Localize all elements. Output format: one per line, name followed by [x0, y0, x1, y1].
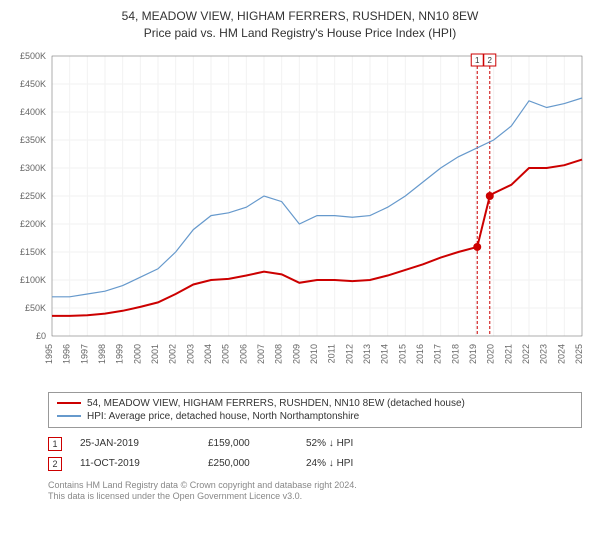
- title-line-2: Price paid vs. HM Land Registry's House …: [8, 25, 592, 42]
- svg-text:2020: 2020: [486, 344, 496, 364]
- svg-text:2003: 2003: [185, 344, 195, 364]
- annotation-date: 25-JAN-2019: [80, 438, 190, 449]
- legend-item: HPI: Average price, detached house, Nort…: [57, 410, 573, 423]
- svg-text:£500K: £500K: [20, 51, 46, 61]
- legend-item: 54, MEADOW VIEW, HIGHAM FERRERS, RUSHDEN…: [57, 397, 573, 410]
- svg-text:£150K: £150K: [20, 247, 46, 257]
- svg-text:2019: 2019: [468, 344, 478, 364]
- svg-text:1995: 1995: [44, 344, 54, 364]
- svg-text:1: 1: [475, 56, 480, 65]
- svg-text:2022: 2022: [521, 344, 531, 364]
- svg-text:2018: 2018: [450, 344, 460, 364]
- svg-text:£400K: £400K: [20, 107, 46, 117]
- svg-text:£0: £0: [36, 331, 46, 341]
- svg-text:£200K: £200K: [20, 219, 46, 229]
- svg-text:2015: 2015: [397, 344, 407, 364]
- legend-label: HPI: Average price, detached house, Nort…: [87, 411, 359, 422]
- svg-text:2012: 2012: [344, 344, 354, 364]
- svg-text:£300K: £300K: [20, 163, 46, 173]
- annotation-price: £250,000: [208, 458, 288, 469]
- svg-text:2009: 2009: [291, 344, 301, 364]
- chart-container: £0 £50K £100K £150K £200K £250K £300K £350K £400…: [8, 46, 592, 386]
- annotation-table: 1 25-JAN-2019 £159,000 52% ↓ HPI 2 11-OC…: [48, 434, 582, 474]
- annotation-pct: 24% ↓ HPI: [306, 458, 396, 469]
- svg-text:2000: 2000: [132, 344, 142, 364]
- svg-text:2016: 2016: [415, 344, 425, 364]
- svg-text:2007: 2007: [256, 344, 266, 364]
- footer-line-1: Contains HM Land Registry data © Crown c…: [48, 480, 582, 492]
- svg-text:2004: 2004: [203, 344, 213, 364]
- svg-text:£350K: £350K: [20, 135, 46, 145]
- title-line-1: 54, MEADOW VIEW, HIGHAM FERRERS, RUSHDEN…: [8, 8, 592, 25]
- svg-text:1998: 1998: [97, 344, 107, 364]
- legend-swatch: [57, 415, 81, 417]
- svg-text:2005: 2005: [221, 344, 231, 364]
- svg-text:1996: 1996: [62, 344, 72, 364]
- svg-text:1999: 1999: [115, 344, 125, 364]
- svg-text:2008: 2008: [274, 344, 284, 364]
- svg-text:2017: 2017: [433, 344, 443, 364]
- annotation-price: £159,000: [208, 438, 288, 449]
- annotation-marker: 1: [48, 437, 62, 451]
- svg-text:£250K: £250K: [20, 191, 46, 201]
- legend-swatch: [57, 402, 81, 404]
- svg-text:2011: 2011: [327, 344, 337, 363]
- svg-text:1997: 1997: [79, 344, 89, 364]
- annotation-row: 1 25-JAN-2019 £159,000 52% ↓ HPI: [48, 434, 582, 454]
- svg-text:£100K: £100K: [20, 275, 46, 285]
- svg-text:2025: 2025: [574, 344, 584, 364]
- svg-text:2023: 2023: [539, 344, 549, 364]
- chart-title-block: 54, MEADOW VIEW, HIGHAM FERRERS, RUSHDEN…: [8, 8, 592, 42]
- footer-line-2: This data is licensed under the Open Gov…: [48, 491, 582, 503]
- annotation-marker: 2: [48, 457, 62, 471]
- annotation-row: 2 11-OCT-2019 £250,000 24% ↓ HPI: [48, 454, 582, 474]
- svg-text:2013: 2013: [362, 344, 372, 364]
- legend: 54, MEADOW VIEW, HIGHAM FERRERS, RUSHDEN…: [48, 392, 582, 428]
- footer: Contains HM Land Registry data © Crown c…: [48, 480, 582, 503]
- line-chart: £0 £50K £100K £150K £200K £250K £300K £350K £400…: [8, 46, 592, 386]
- svg-text:£50K: £50K: [25, 303, 46, 313]
- svg-text:2002: 2002: [168, 344, 178, 364]
- svg-text:2: 2: [488, 56, 493, 65]
- annotation-date: 11-OCT-2019: [80, 458, 190, 469]
- svg-text:2024: 2024: [556, 344, 566, 364]
- svg-text:2001: 2001: [150, 344, 160, 364]
- svg-text:2014: 2014: [380, 344, 390, 364]
- svg-text:2006: 2006: [238, 344, 248, 364]
- svg-text:2021: 2021: [503, 344, 513, 364]
- svg-text:2010: 2010: [309, 344, 319, 364]
- annotation-pct: 52% ↓ HPI: [306, 438, 396, 449]
- svg-text:£450K: £450K: [20, 79, 46, 89]
- legend-label: 54, MEADOW VIEW, HIGHAM FERRERS, RUSHDEN…: [87, 398, 465, 409]
